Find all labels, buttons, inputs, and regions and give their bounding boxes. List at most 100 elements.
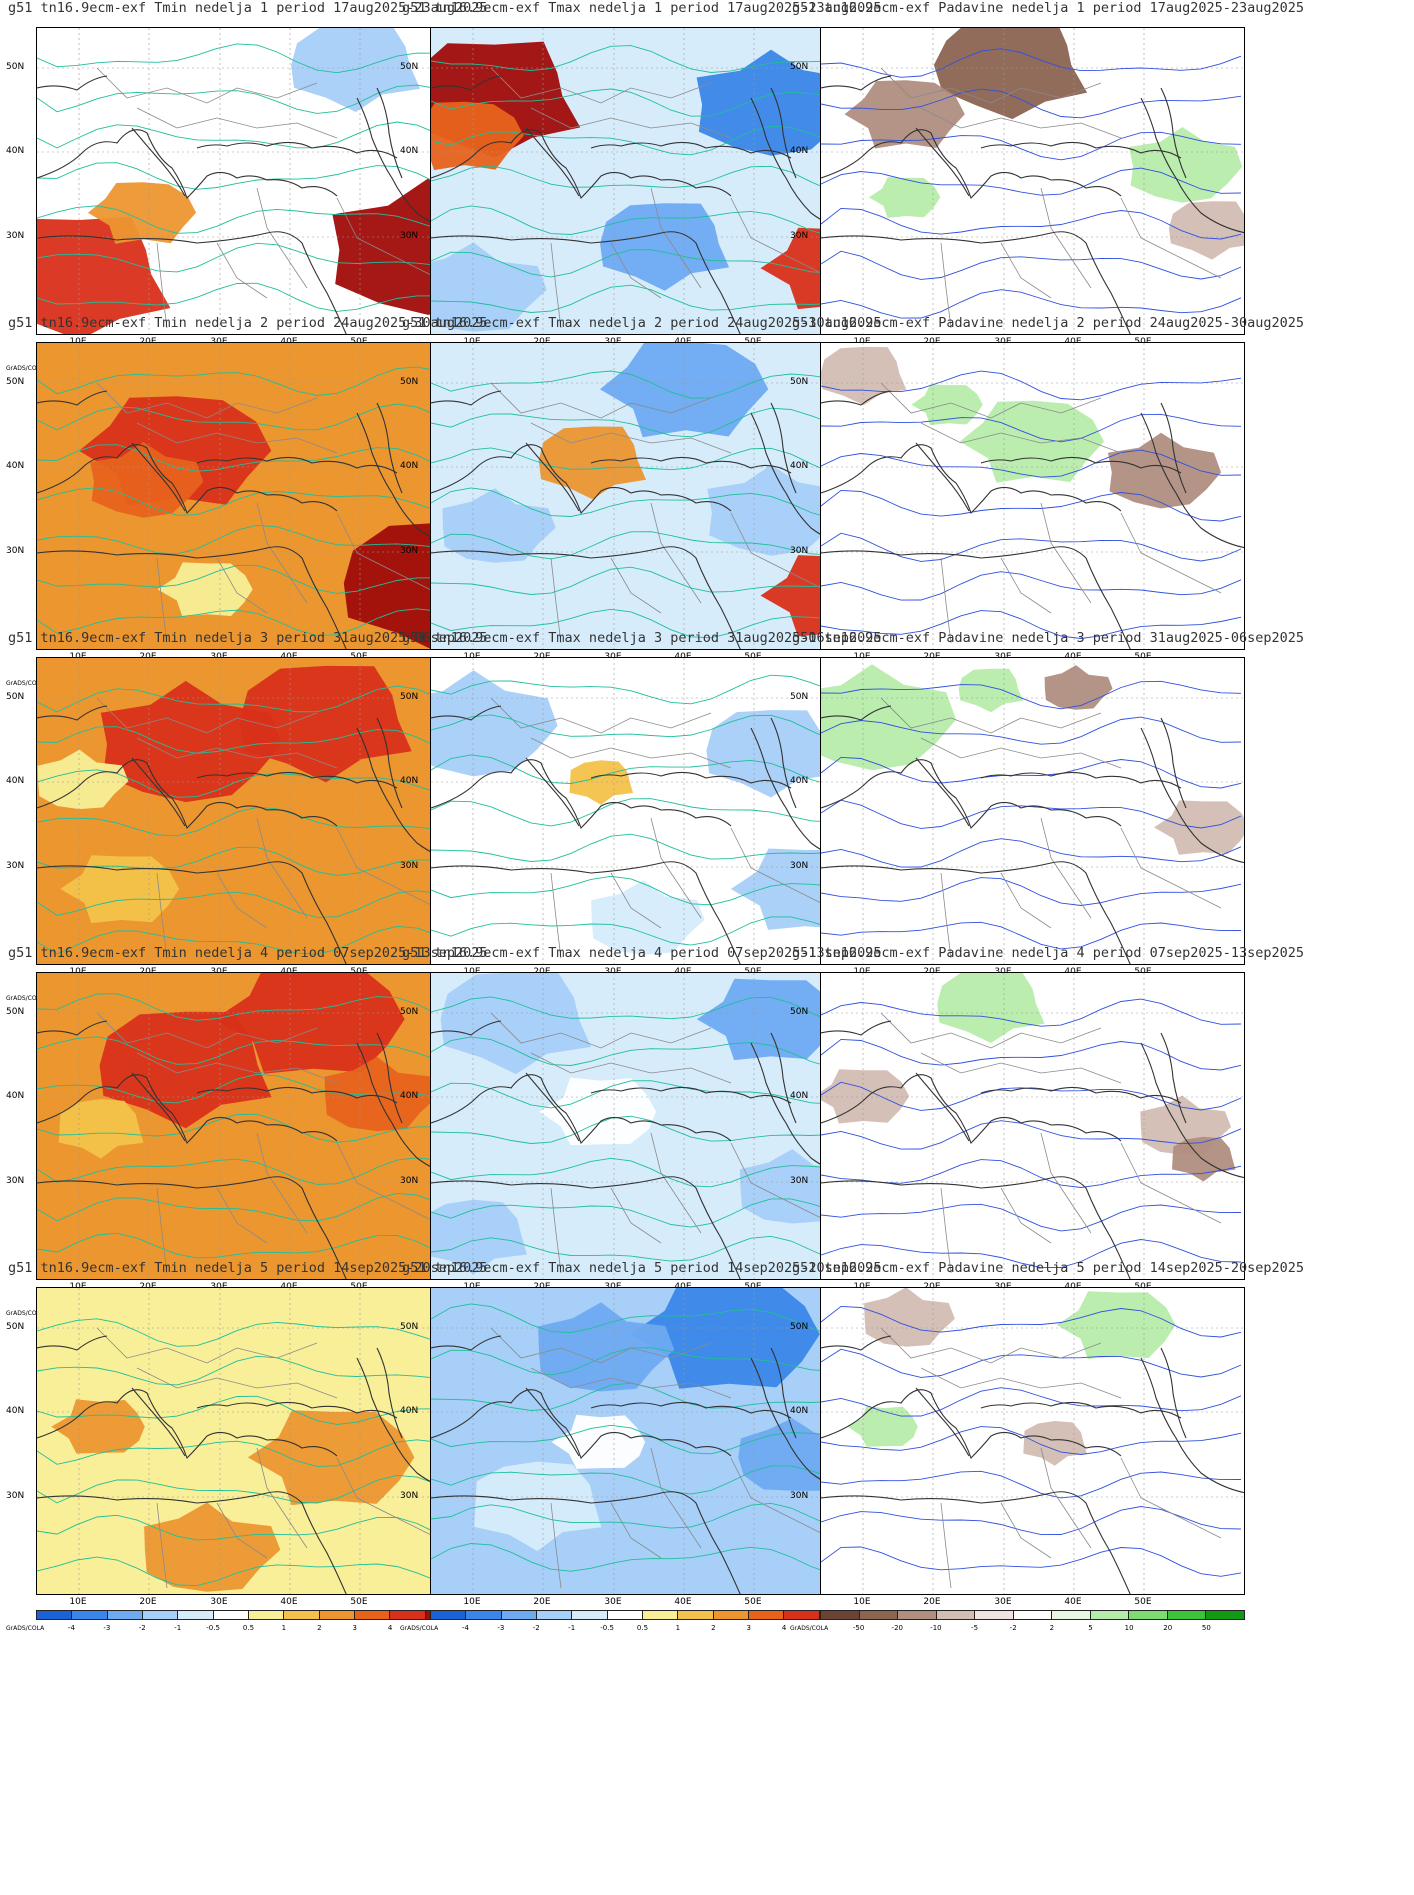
contour-line xyxy=(821,48,1242,78)
contour-line xyxy=(431,487,852,519)
contour-line xyxy=(431,1303,852,1335)
contour-line xyxy=(821,1081,1242,1111)
country-border xyxy=(1000,557,1052,614)
lat-label: 40N xyxy=(400,1091,419,1101)
contour-line xyxy=(37,1439,458,1467)
colorbar-tick: 1 xyxy=(675,1624,681,1632)
contour-line xyxy=(37,1474,458,1504)
coastline xyxy=(37,759,338,830)
country-border xyxy=(96,382,318,419)
lat-label: 30N xyxy=(400,231,419,241)
lat-label: 50N xyxy=(790,377,809,387)
colorbar-tick: -10 xyxy=(930,1624,942,1632)
lat-label: 40N xyxy=(6,461,25,471)
contour-line xyxy=(37,846,458,876)
country-border xyxy=(256,502,308,604)
lat-label: 50N xyxy=(400,692,419,702)
coastline xyxy=(915,757,970,827)
contour-line xyxy=(431,205,852,237)
lat-label: 40N xyxy=(400,1406,419,1416)
country-border xyxy=(610,1187,662,1244)
anomaly-field xyxy=(868,177,941,218)
map-area xyxy=(820,27,1245,335)
contour-line xyxy=(821,1546,1242,1577)
contour-line xyxy=(821,1239,1242,1269)
coastline xyxy=(37,75,108,91)
lat-label: 30N xyxy=(400,1176,419,1186)
panel-title: g51 tn16.9ecm-exf Tmax nedelja 4 period … xyxy=(402,945,882,961)
contour-line xyxy=(821,88,1242,119)
panel-title: g51 tn16.9ecm-exf Padavine nedelja 1 per… xyxy=(792,0,1305,16)
country-border xyxy=(730,512,832,594)
country-border xyxy=(650,817,702,919)
lon-label: 30E xyxy=(994,1597,1012,1607)
contour-line xyxy=(821,167,1242,196)
colorbar-segment xyxy=(1167,1611,1207,1619)
lon-label: 10E xyxy=(463,1597,481,1607)
contour-line xyxy=(37,1395,458,1425)
contour-line xyxy=(821,1348,1242,1378)
country-border xyxy=(1120,1142,1222,1224)
coastline xyxy=(1140,412,1244,549)
coastline xyxy=(915,442,970,512)
country-border xyxy=(940,557,952,644)
country-border xyxy=(96,67,318,104)
contour-line xyxy=(431,1080,852,1109)
panel-title: g51 tn16.9ecm-exf Tmin nedelja 1 period … xyxy=(8,0,488,16)
anomaly-field xyxy=(844,80,965,149)
lat-label: 40N xyxy=(6,1091,25,1101)
colorbar-tick: -4 xyxy=(67,1624,75,1632)
contour-line xyxy=(821,489,1242,522)
contour-line xyxy=(37,1514,458,1543)
lat-label: 50N xyxy=(400,1007,419,1017)
contour-line xyxy=(821,1387,1242,1417)
country-border xyxy=(530,107,732,139)
grads-label: GrADS/COLA xyxy=(6,995,45,1002)
anomaly-field xyxy=(538,1302,675,1392)
country-border xyxy=(1120,827,1222,909)
map-area xyxy=(820,657,1245,965)
contour-line xyxy=(37,1355,458,1386)
country-border xyxy=(156,872,168,959)
contour-line xyxy=(431,1157,852,1188)
anomaly-field xyxy=(1107,432,1222,509)
lon-label: 10E xyxy=(69,1597,87,1607)
map-panel-precip-week-5: g51 tn16.9ecm-exf Padavine nedelja 5 per… xyxy=(784,1260,1304,1635)
coastline xyxy=(821,1389,1122,1460)
coastline xyxy=(431,1176,741,1279)
lon-label: 10E xyxy=(853,1597,871,1607)
contour-line xyxy=(431,996,852,1026)
country-border xyxy=(136,737,338,769)
contour-line xyxy=(37,84,458,114)
contour-line xyxy=(37,1073,458,1104)
colorbar-segment xyxy=(1013,1611,1053,1619)
country-border xyxy=(920,1052,1122,1084)
lat-label: 50N xyxy=(790,1007,809,1017)
lon-label: 50E xyxy=(1134,1597,1152,1607)
coastline xyxy=(376,1347,403,1439)
coastline xyxy=(821,759,1122,830)
contour-line xyxy=(821,1470,1242,1499)
coastline xyxy=(376,402,403,494)
panel-title: g51 tn16.9ecm-exf Tmin nedelja 2 period … xyxy=(8,315,488,331)
contour-line xyxy=(431,608,852,639)
country-border xyxy=(550,557,562,644)
coastline xyxy=(37,1074,338,1145)
map-svg xyxy=(821,658,1244,964)
lat-label: 30N xyxy=(790,231,809,241)
colorbar-segment xyxy=(1206,1611,1245,1619)
colorbar-tick: -3 xyxy=(103,1624,111,1632)
contour-line xyxy=(37,806,458,837)
grads-label: GrADS/COLA xyxy=(6,680,45,687)
lat-label: 50N xyxy=(6,692,25,702)
grads-label: GrADS/COLA xyxy=(6,1310,45,1317)
country-border xyxy=(490,1327,712,1364)
colorbar-segment xyxy=(898,1611,937,1619)
colorbar-segment xyxy=(37,1611,73,1619)
country-border xyxy=(336,1457,438,1539)
contour-line xyxy=(431,754,852,786)
colorbar-tick: 2 xyxy=(711,1624,716,1632)
lat-label: 40N xyxy=(6,776,25,786)
coastline xyxy=(821,1335,892,1351)
coastline xyxy=(131,442,186,512)
